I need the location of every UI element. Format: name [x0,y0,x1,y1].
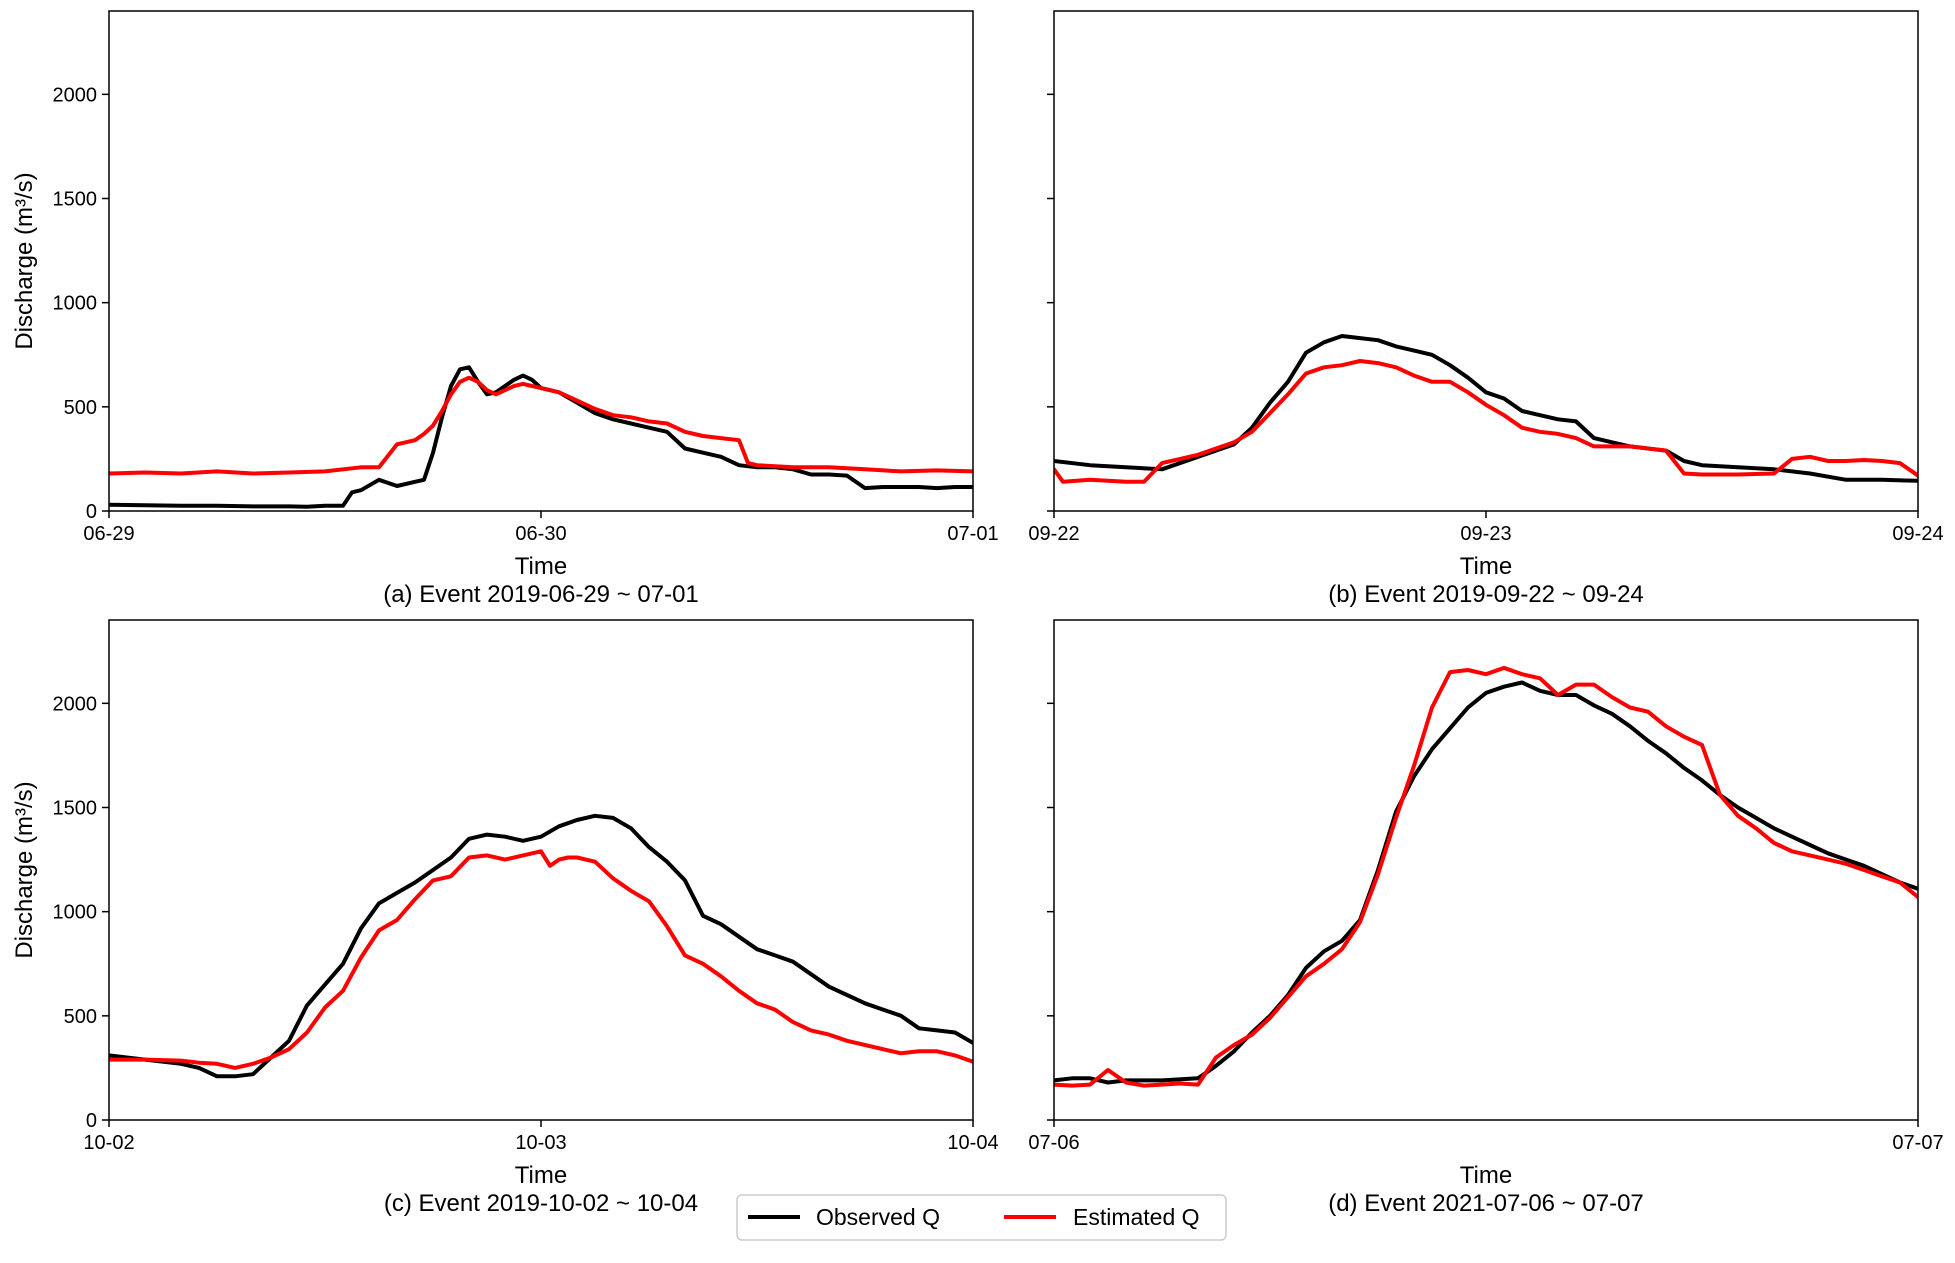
panel-caption-a: (a) Event 2019-06-29 ~ 07-01 [383,581,699,608]
x-tick-label-d-07-07: 07-07 [1892,1132,1943,1154]
legend: Observed Q Estimated Q [736,1194,1227,1241]
x-tick-label-c-10-04: 10-04 [947,1132,998,1154]
x-tick-label-d-07-06: 07-06 [1028,1132,1079,1154]
panel-caption-d: (d) Event 2021-07-06 ~ 07-07 [1328,1190,1644,1217]
observed-q-line-d [1054,680,1918,1085]
y-axis-title-c: Discharge (m³/s) [11,781,38,958]
y-tick-label-c-0: 0 [86,1110,97,1132]
estimated-q-line-a [109,375,973,476]
observed-q-line-b [1054,334,1918,483]
y-tick-label-a-0: 0 [86,501,97,523]
x-tick-label-b-09-24: 09-24 [1892,523,1943,545]
x-tick-label-c-10-02: 10-02 [83,1132,134,1154]
observed-q-line-a [109,365,973,509]
panel-b: Time (b) Event 2019-09-22 ~ 09-24 09-22 0… [1028,10,1944,608]
y-tick-label-c-2000: 2000 [53,693,98,715]
x-axis-title-c: Time [515,1162,567,1189]
x-tick-label-b-09-23: 09-23 [1460,523,1511,545]
y-tick-label-a-2000: 2000 [53,84,98,106]
plot-frame-d [1053,619,1919,1121]
x-tick-label-a-06-29: 06-29 [83,523,134,545]
estimated-q-line-b [1054,359,1918,484]
panel-c: Discharge (m³/s) Time (c) Event 2019-10-… [11,619,999,1217]
y-axis-title-a: Discharge (m³/s) [11,172,38,349]
y-tick-label-c-1500: 1500 [53,798,98,820]
panel-d: Time (d) Event 2021-07-06 ~ 07-07 07-06 0… [1028,619,1944,1217]
legend-frame [736,1194,1227,1241]
estimated-q-line-c [109,849,973,1070]
y-tick-label-a-1500: 1500 [53,189,98,211]
y-tick-label-c-500: 500 [64,1006,97,1028]
estimated-q-line-d [1054,665,1918,1088]
legend-label-estimated: Estimated Q [1073,1204,1200,1230]
x-axis-title-b: Time [1460,553,1512,580]
panel-caption-c: (c) Event 2019-10-02 ~ 10-04 [384,1190,698,1217]
y-tick-label-a-500: 500 [64,397,97,419]
panel-a: Discharge (m³/s) Time (a) Event 2019-06-… [11,10,999,608]
observed-q-line-c [109,813,973,1079]
x-tick-label-a-07-01: 07-01 [947,523,998,545]
y-tick-label-c-1000: 1000 [53,902,98,924]
x-tick-label-a-06-30: 06-30 [515,523,566,545]
legend-label-observed: Observed Q [816,1204,940,1230]
x-tick-label-c-10-03: 10-03 [515,1132,566,1154]
panel-caption-b: (b) Event 2019-09-22 ~ 09-24 [1328,581,1644,608]
x-axis-title-a: Time [515,553,567,580]
y-tick-label-a-1000: 1000 [53,293,98,315]
x-axis-title-d: Time [1460,1162,1512,1189]
x-tick-label-b-09-22: 09-22 [1028,523,1079,545]
